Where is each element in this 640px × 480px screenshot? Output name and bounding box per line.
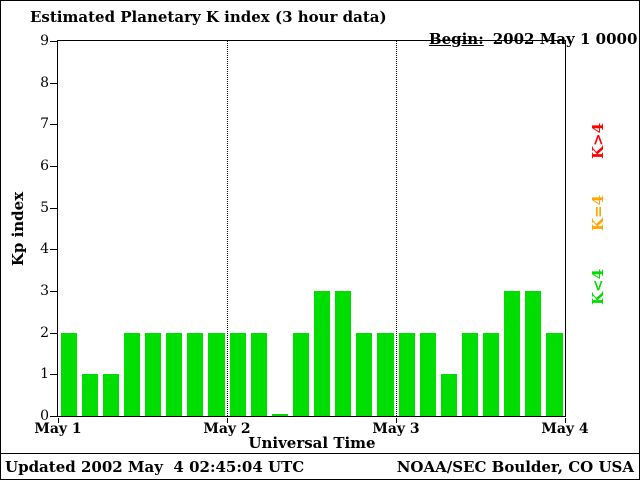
legend-item-k-gt-4: K>4 [589,122,607,160]
x-tick-mark [396,418,397,423]
kp-bar [546,332,563,416]
source-credit: NOAA/SEC Boulder, CO USA [396,458,634,476]
begin-value: 2002 May 1 0000 UTC [492,30,638,48]
begin-timestamp: Begin: 2002 May 1 0000 UTC [408,12,639,66]
kp-bar [81,374,98,416]
kp-bar [250,332,267,416]
y-tick-mark [50,332,57,334]
day-gridline [227,41,228,416]
kp-bar [398,332,415,416]
kp-bar [145,332,162,416]
kp-bar [356,332,373,416]
kp-bar [187,332,204,416]
kp-bar [123,332,140,416]
kp-bar [60,332,77,416]
chart-title: Estimated Planetary K index (3 hour data… [30,8,387,26]
x-tick-label: May 2 [203,421,251,437]
y-tick-mark [50,82,57,84]
kp-bar [377,332,394,416]
kp-bar [440,374,457,416]
y-tick-mark [50,249,57,251]
updated-timestamp: Updated 2002 May 4 02:45:04 UTC [5,458,305,476]
legend-item-k-lt-4: K<4 [589,268,607,306]
kp-bar [208,332,225,416]
y-tick-label: 0 [40,408,49,424]
y-tick-label: 2 [40,324,49,341]
footer-divider [1,453,639,454]
plot-area [57,40,566,417]
y-tick-label: 8 [40,74,49,91]
y-tick-mark [50,166,57,167]
kp-bar [335,291,352,416]
x-tick-mark [58,418,59,423]
y-tick-label: 7 [40,116,49,133]
y-tick-mark [50,291,57,292]
x-tick-mark [565,418,566,423]
y-axis-title: Kp index [9,191,27,267]
y-tick-mark [50,207,57,209]
y-tick-label: 3 [40,283,49,299]
x-tick-label: May 4 [541,421,589,437]
y-tick-mark [50,374,57,376]
y-tick-mark [50,416,57,417]
kp-bar [102,374,119,416]
begin-label: Begin: [428,30,484,48]
y-tick-label: 4 [40,241,49,258]
kp-bar [504,291,521,416]
y-tick-label: 6 [40,158,49,174]
legend-item-k-eq-4: K=4 [589,194,607,232]
y-tick-label: 5 [40,199,49,216]
kp-bar [166,332,183,416]
y-tick-mark [50,41,57,42]
x-axis-title: Universal Time [248,434,376,452]
kp-bar [461,332,478,416]
kp-bar [292,332,309,416]
y-tick-label: 9 [40,33,49,49]
kp-bar [271,414,288,416]
kp-bar [314,291,331,416]
x-tick-label: May 1 [34,421,82,437]
kp-bar [229,332,246,416]
kp-bar [419,332,436,416]
x-tick-label: May 3 [372,421,420,437]
day-gridline [396,41,397,416]
y-tick-mark [50,124,57,126]
kp-bar [525,291,542,416]
y-tick-label: 1 [40,366,49,383]
kp-bar [483,332,500,416]
x-tick-mark [227,418,228,423]
